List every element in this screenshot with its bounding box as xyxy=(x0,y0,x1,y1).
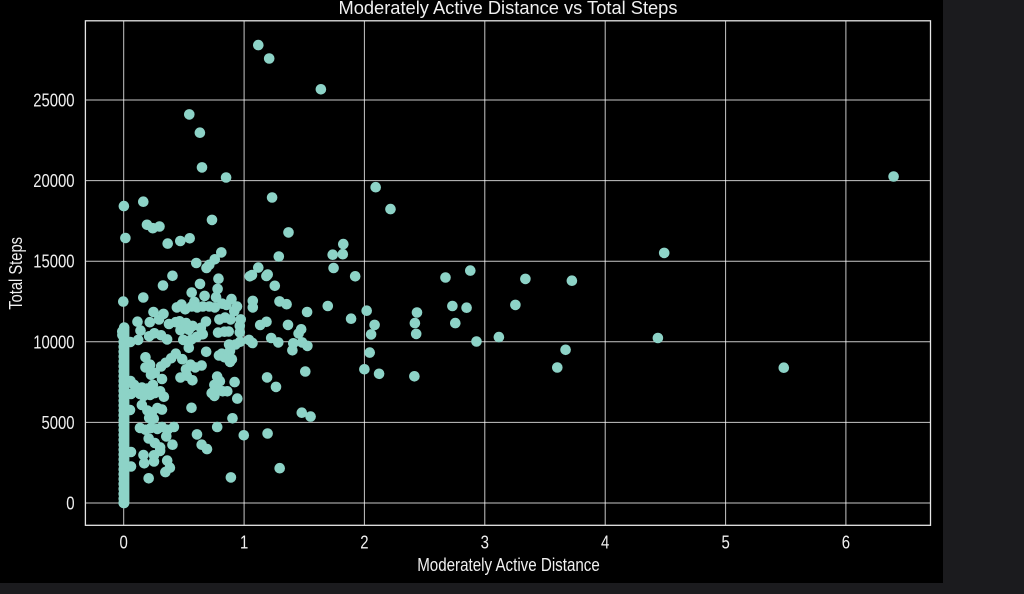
svg-text:0: 0 xyxy=(120,532,128,552)
svg-text:25000: 25000 xyxy=(33,91,74,111)
svg-text:5: 5 xyxy=(721,532,729,552)
svg-text:20000: 20000 xyxy=(33,171,74,191)
svg-text:10000: 10000 xyxy=(33,332,74,352)
svg-text:15000: 15000 xyxy=(33,252,74,272)
svg-text:0: 0 xyxy=(66,494,74,514)
svg-text:Moderately Active Distance: Moderately Active Distance xyxy=(417,555,600,575)
svg-text:3: 3 xyxy=(481,532,489,552)
svg-text:1: 1 xyxy=(240,532,248,552)
svg-text:4: 4 xyxy=(601,532,609,552)
svg-text:2: 2 xyxy=(360,532,368,552)
svg-text:Moderately Active Distance vs: Moderately Active Distance vs Total Step… xyxy=(339,0,678,18)
svg-text:6: 6 xyxy=(842,532,850,552)
svg-text:Total Steps: Total Steps xyxy=(6,237,26,310)
svg-text:5000: 5000 xyxy=(42,413,75,433)
